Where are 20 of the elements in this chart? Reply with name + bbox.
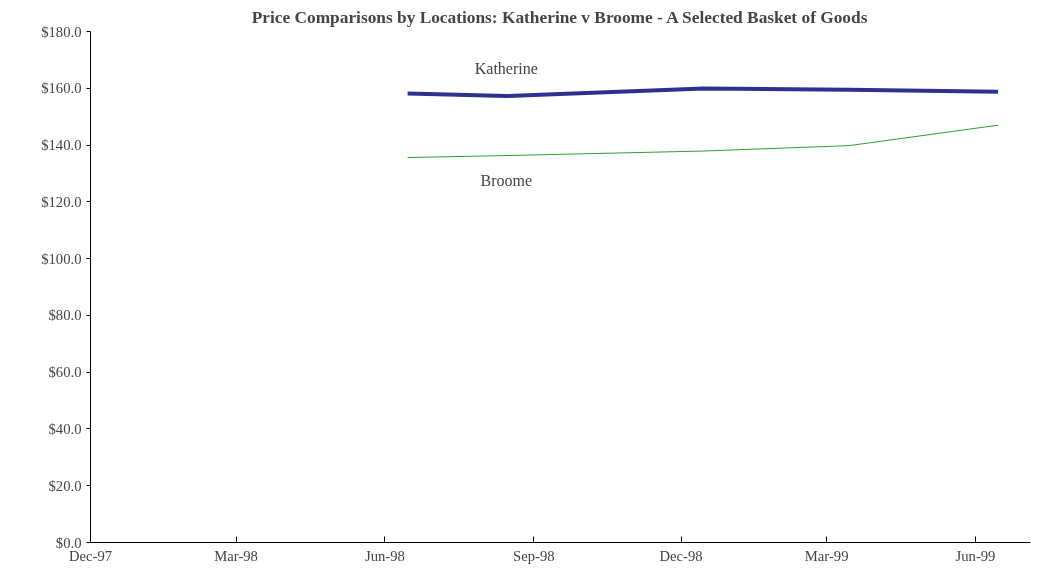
chart-title: Price Comparisons by Locations: Katherine v Broome - A Selected Basket of Goods	[251, 7, 868, 27]
y-tick-label: $60.0	[48, 364, 82, 381]
x-tick-label: Jun-99	[955, 547, 996, 564]
y-tick-label: $40.0	[48, 420, 82, 437]
y-tick-label: $80.0	[48, 307, 82, 324]
y-tick-label: $180.0	[41, 23, 82, 40]
x-tick-label: Dec-98	[659, 547, 703, 564]
line-series	[407, 124, 999, 159]
x-tick-label: Jun-98	[365, 547, 405, 564]
series-label: Katherine	[474, 59, 538, 77]
x-tick-label: Sep-98	[513, 547, 555, 564]
y-tick-label: $100.0	[41, 250, 82, 267]
y-tick-label: $160.0	[41, 80, 82, 97]
y-tick-label: $120.0	[41, 193, 82, 210]
x-tick-label: Mar-98	[214, 547, 258, 564]
x-tick-label: Mar-99	[804, 547, 849, 564]
line-series	[405, 86, 1001, 98]
y-tick-label: $20.0	[48, 477, 82, 494]
series-label: Broome	[480, 171, 533, 189]
y-tick-label: $140.0	[41, 137, 82, 154]
